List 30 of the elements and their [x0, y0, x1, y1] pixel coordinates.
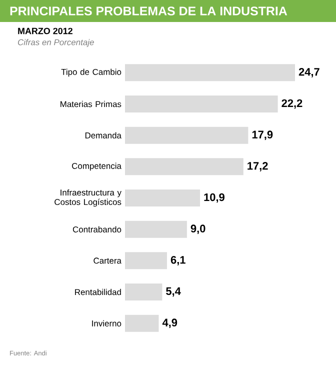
data-label: 9,0: [190, 224, 206, 234]
data-label: 10,9: [204, 193, 224, 203]
bar: [125, 314, 159, 332]
data-label: 22,2: [282, 99, 302, 109]
bar: [125, 284, 162, 301]
bar: [125, 190, 200, 207]
data-label: 24,7: [298, 68, 320, 78]
bar: [125, 158, 244, 176]
y-tick-label: Tipo de Cambio: [61, 68, 122, 77]
data-label: 17,9: [252, 130, 273, 140]
y-tick-label: Contrabando: [72, 226, 122, 232]
y-tick-label: Cartera: [94, 258, 122, 264]
bar: [125, 96, 278, 113]
bar: [125, 252, 167, 270]
y-tick-label: Invierno: [92, 320, 122, 326]
y-tick-label: Demanda: [85, 132, 122, 138]
y-tick-label: Infraestructura y Costos Logísticos: [54, 189, 122, 207]
bar: [125, 126, 248, 144]
bar: [125, 220, 187, 238]
data-label: 4,9: [162, 318, 178, 328]
y-tick-label: Materias Primas: [60, 100, 122, 108]
bar: [125, 64, 296, 82]
chart-title: PRINCIPALES PROBLEMAS DE LA INDUSTRIA: [10, 6, 288, 16]
y-tick-label: Rentabilidad: [75, 288, 121, 296]
data-label: 17,2: [248, 162, 268, 172]
data-label: 5,4: [166, 287, 181, 297]
text: Cifras en Porcentaje: [18, 39, 94, 47]
y-tick-label: Competencia: [72, 162, 122, 171]
text: MARZO 2012: [18, 28, 72, 34]
data-label: 6,1: [170, 256, 186, 266]
